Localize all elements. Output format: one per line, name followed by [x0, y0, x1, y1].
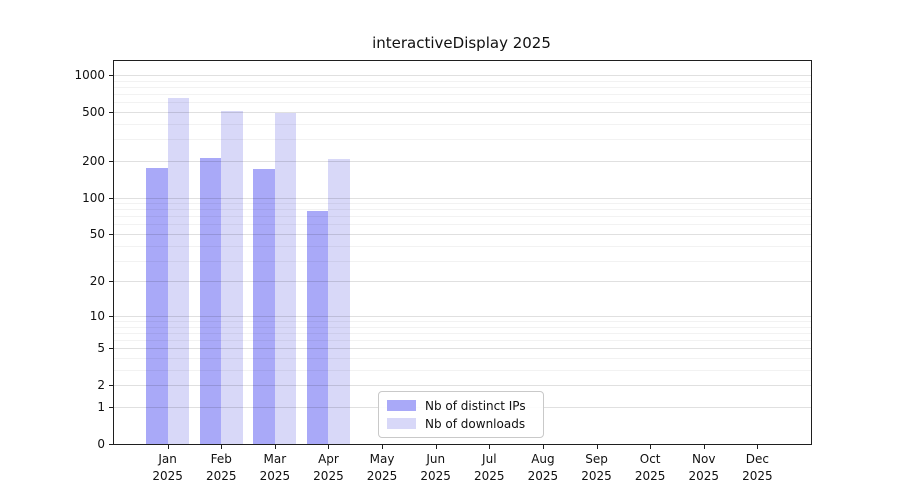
x-axis-label: Dec 2025 [742, 452, 773, 483]
bar-downloads-jan [167, 98, 189, 444]
gridline-minor [114, 94, 811, 96]
y-axis-tick [109, 197, 113, 199]
y-axis-tick [109, 444, 113, 445]
y-axis-tick [109, 233, 113, 235]
x-axis-tick [274, 445, 276, 449]
y-axis-label: 50 [89, 226, 105, 241]
x-axis-label: Oct 2025 [634, 452, 666, 483]
legend-swatch-distinct-ips-icon [387, 400, 416, 411]
x-axis-label: Sep 2025 [581, 452, 612, 483]
x-axis-label: Jul 2025 [474, 452, 505, 483]
y-axis-tick [109, 385, 113, 387]
gridline-minor [114, 86, 811, 88]
x-axis-tick [435, 445, 437, 449]
bar-distinct-ips-jan [146, 167, 168, 444]
x-axis-tick [489, 445, 491, 449]
y-axis-label: 200 [82, 153, 105, 168]
x-axis-tick [757, 445, 759, 449]
y-axis-label: 10 [89, 308, 105, 323]
gridline-minor [114, 102, 811, 104]
y-axis-label: 20 [89, 274, 105, 289]
bar-distinct-ips-mar [253, 168, 275, 444]
x-axis-tick [650, 445, 652, 449]
bar-downloads-mar [274, 112, 297, 444]
gridline-major [114, 75, 811, 76]
legend-label-distinct-ips: Nb of distinct IPs [425, 398, 526, 413]
gridline-minor [114, 139, 811, 141]
y-axis-tick [109, 406, 113, 408]
chart-title: interactiveDisplay 2025 [372, 34, 551, 52]
legend-item-distinct-ips: Nb of distinct IPs [387, 399, 543, 413]
x-axis-label: Jan 2025 [152, 452, 183, 483]
plot-area: 0 1 2 5 10 20 50 100 200 500 1000 Jan 2025 Feb 2025 M… [74, 60, 812, 483]
x-axis-tick [542, 445, 544, 449]
y-axis-tick [109, 111, 113, 113]
y-axis-label: 500 [82, 104, 105, 119]
y-axis-tick [109, 281, 113, 283]
x-axis-label: Jun 2025 [420, 452, 451, 483]
bar-distinct-ips-apr [307, 211, 329, 444]
y-axis-tick [109, 348, 113, 350]
bar-distinct-ips-feb [199, 157, 222, 444]
legend-label-downloads: Nb of downloads [425, 416, 526, 431]
gridline-minor [114, 80, 811, 82]
y-axis-tick [109, 75, 113, 76]
y-axis-label: 100 [82, 190, 105, 205]
x-axis-label: May 2025 [366, 452, 398, 483]
x-axis-label: Aug 2025 [527, 452, 559, 483]
y-axis-label: 5 [97, 341, 105, 356]
x-axis-label: Apr 2025 [313, 452, 344, 483]
legend-swatch-downloads-icon [387, 418, 416, 429]
y-axis-label: 1 [97, 399, 105, 414]
x-axis-tick [221, 445, 223, 449]
x-axis-tick [328, 445, 330, 449]
bar-downloads-feb [221, 111, 243, 444]
y-axis-label: 0 [97, 437, 105, 451]
x-axis-tick [382, 445, 384, 449]
x-axis-tick [167, 445, 169, 449]
y-axis-tick [109, 160, 113, 162]
gridline-major [114, 111, 811, 113]
y-axis-label: 2 [97, 378, 105, 393]
x-axis-label: Nov 2025 [688, 452, 720, 483]
gridline-minor [114, 123, 811, 125]
x-axis-tick [703, 445, 705, 449]
x-axis-label: Mar 2025 [259, 452, 291, 483]
x-axis-label: Feb 2025 [205, 452, 237, 483]
x-axis-tick [596, 445, 598, 449]
bar-downloads-apr [328, 158, 350, 444]
legend-item-downloads: Nb of downloads [387, 417, 543, 431]
y-axis-label: 1000 [74, 68, 105, 82]
legend: Nb of distinct IPs Nb of downloads [378, 391, 544, 438]
y-axis-tick [109, 315, 113, 317]
